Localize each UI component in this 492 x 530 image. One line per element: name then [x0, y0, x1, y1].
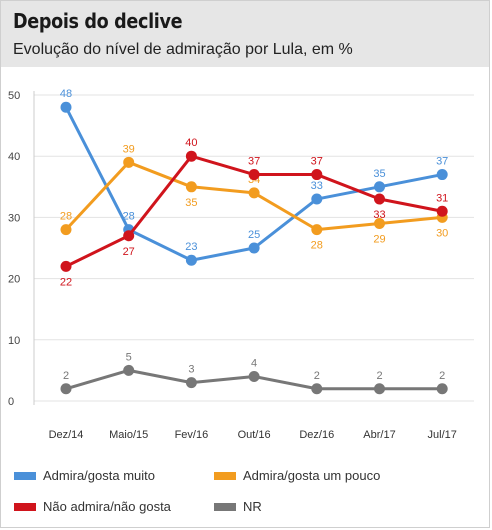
data-label: 2 — [314, 370, 320, 382]
data-point — [123, 230, 135, 242]
data-label: 23 — [185, 241, 197, 253]
data-point — [185, 254, 197, 266]
legend-label: Admira/gosta um pouco — [243, 468, 381, 483]
data-label: 3 — [188, 364, 194, 376]
data-point — [60, 101, 72, 113]
data-point — [311, 224, 323, 236]
data-label: 29 — [373, 234, 385, 246]
data-point — [374, 193, 385, 205]
legend-item: NR — [214, 499, 262, 514]
data-label: 33 — [373, 209, 385, 221]
line-chart: 0 10 20 30 40 50 Dez/14 Maio/15 Fev/16 Out/16 Dez/… — [8, 88, 474, 441]
legend-swatch — [214, 502, 236, 511]
data-point — [185, 377, 197, 389]
legend-swatch — [14, 471, 36, 480]
x-tick-label: Maio/15 — [109, 429, 148, 441]
data-label: 4 — [251, 358, 257, 370]
data-label: 22 — [60, 276, 72, 288]
data-point — [311, 383, 323, 395]
data-point — [436, 205, 448, 217]
chart-header: Depois do declive Evolução do nível de a… — [1, 1, 489, 67]
data-point — [374, 181, 385, 193]
x-tick-label: Dez/16 — [299, 429, 334, 441]
data-point — [123, 156, 135, 168]
data-label: 37 — [436, 156, 448, 168]
data-label: 27 — [123, 246, 135, 258]
data-label: 31 — [436, 192, 448, 204]
x-tick-label: Out/16 — [238, 429, 271, 441]
x-tick-label: Fev/16 — [175, 429, 209, 441]
data-point — [436, 169, 448, 181]
data-label: 48 — [60, 88, 72, 100]
data-point — [248, 169, 260, 181]
y-tick-label: 20 — [8, 274, 20, 286]
legend-label: Não admira/não gosta — [43, 499, 171, 514]
legend-item: Admira/gosta muito — [14, 468, 155, 483]
data-point — [374, 218, 385, 230]
chart-title: Depois do declive — [13, 9, 183, 33]
legend-label: Admira/gosta muito — [43, 468, 155, 483]
data-point — [374, 383, 385, 395]
data-point — [123, 364, 135, 376]
data-label: 5 — [126, 351, 132, 363]
y-tick-label: 0 — [8, 396, 14, 408]
data-label: 37 — [311, 156, 323, 168]
x-tick-label: Dez/14 — [49, 429, 84, 441]
data-point — [60, 383, 72, 395]
data-label: 2 — [63, 370, 69, 382]
data-label: 2 — [439, 370, 445, 382]
data-label: 35 — [185, 197, 197, 209]
legend-swatch — [214, 471, 236, 480]
data-point — [436, 383, 448, 395]
data-point — [60, 224, 72, 236]
data-label: 30 — [436, 227, 448, 239]
data-point — [185, 181, 197, 193]
chart-subtitle: Evolução do nível de admiração por Lula,… — [13, 41, 353, 58]
data-point — [185, 150, 197, 162]
chart-legend: Admira/gosta muito Admira/gosta um pouco N… — [0, 462, 490, 528]
y-tick-label: 40 — [8, 151, 20, 163]
data-point — [248, 242, 260, 254]
data-label: 40 — [185, 137, 197, 149]
x-tick-label: Abr/17 — [363, 429, 395, 441]
data-label: 33 — [311, 180, 323, 192]
legend-item: Admira/gosta um pouco — [214, 468, 380, 483]
data-point — [248, 187, 260, 199]
data-label: 28 — [60, 211, 72, 223]
data-label: 28 — [311, 240, 323, 252]
y-tick-label: 30 — [8, 212, 20, 224]
legend-item: Não admira/não gosta — [14, 499, 171, 514]
x-tick-label: Jul/17 — [428, 429, 457, 441]
data-label: 25 — [248, 229, 260, 241]
data-point — [248, 371, 260, 383]
data-label: 2 — [376, 370, 382, 382]
data-label: 39 — [123, 143, 135, 155]
legend-label: NR — [243, 499, 262, 514]
data-point — [311, 193, 323, 205]
y-tick-label: 10 — [8, 335, 20, 347]
data-label: 28 — [123, 211, 135, 223]
data-label: 35 — [373, 168, 385, 180]
data-point — [60, 260, 72, 272]
y-tick-label: 50 — [8, 90, 20, 102]
data-label: 37 — [248, 156, 260, 168]
legend-swatch — [14, 502, 36, 511]
data-point — [311, 169, 323, 181]
